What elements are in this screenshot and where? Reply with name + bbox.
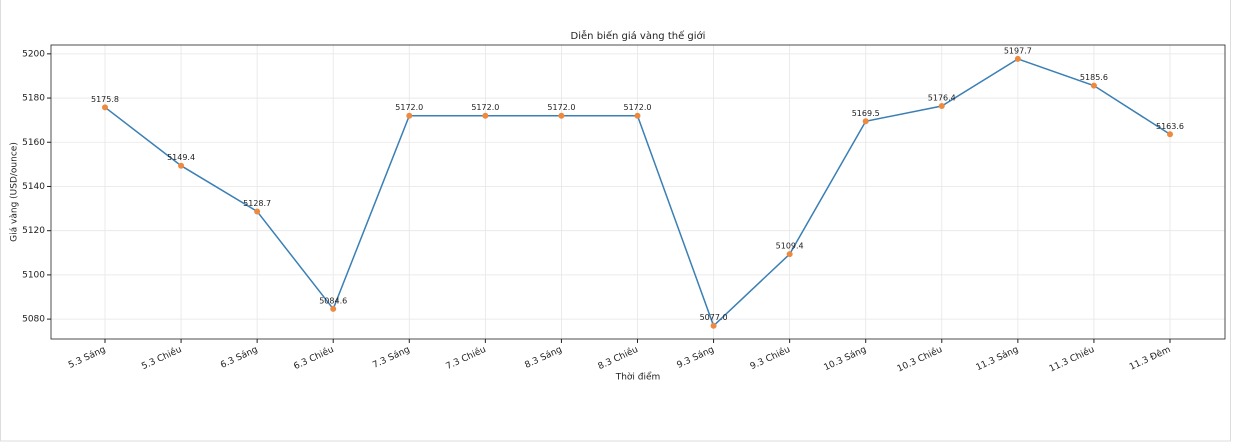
marker bbox=[710, 322, 717, 329]
value-label: 5176.4 bbox=[928, 94, 956, 103]
y-tick-label: 5100 bbox=[22, 270, 45, 280]
chart-title: Diễn biến giá vàng thế giới bbox=[571, 29, 706, 42]
marker bbox=[558, 112, 565, 119]
value-label: 5172.0 bbox=[471, 103, 499, 112]
value-label: 5169.5 bbox=[852, 109, 880, 118]
marker bbox=[1167, 131, 1173, 138]
value-label: 5163.6 bbox=[1156, 122, 1184, 131]
value-label: 5172.0 bbox=[624, 103, 652, 112]
marker bbox=[786, 251, 793, 258]
value-label: 5077.0 bbox=[700, 313, 728, 322]
marker bbox=[862, 118, 869, 125]
value-label: 5084.6 bbox=[319, 296, 347, 305]
value-label: 5149.4 bbox=[167, 153, 195, 162]
marker bbox=[1014, 55, 1021, 62]
value-label: 5175.8 bbox=[91, 95, 119, 104]
y-axis-label: Giá vàng (USD/ounce) bbox=[10, 142, 20, 242]
x-axis-label: Thời điểm bbox=[615, 372, 661, 383]
value-label: 5172.0 bbox=[395, 103, 423, 112]
axes-frame bbox=[50, 44, 1226, 340]
marker bbox=[634, 112, 641, 119]
value-label: 5109.4 bbox=[776, 242, 804, 251]
y-tick-label: 5160 bbox=[22, 138, 45, 148]
marker bbox=[406, 112, 413, 119]
value-label: 5172.0 bbox=[547, 103, 575, 112]
y-tick-label: 5140 bbox=[22, 182, 45, 192]
value-label: 5197.7 bbox=[1004, 46, 1032, 55]
y-tick-label: 5120 bbox=[22, 226, 45, 236]
marker bbox=[102, 104, 108, 111]
marker bbox=[1090, 82, 1097, 89]
y-tick-label: 5180 bbox=[22, 94, 45, 104]
value-label: 5185.6 bbox=[1080, 73, 1108, 82]
y-tick-label: 5200 bbox=[22, 49, 45, 59]
marker bbox=[254, 208, 261, 215]
marker bbox=[330, 305, 337, 312]
marker bbox=[178, 162, 185, 169]
y-tick-label: 5080 bbox=[22, 315, 45, 325]
marker bbox=[938, 103, 945, 110]
value-label: 5128.7 bbox=[243, 199, 271, 208]
marker bbox=[482, 112, 489, 119]
